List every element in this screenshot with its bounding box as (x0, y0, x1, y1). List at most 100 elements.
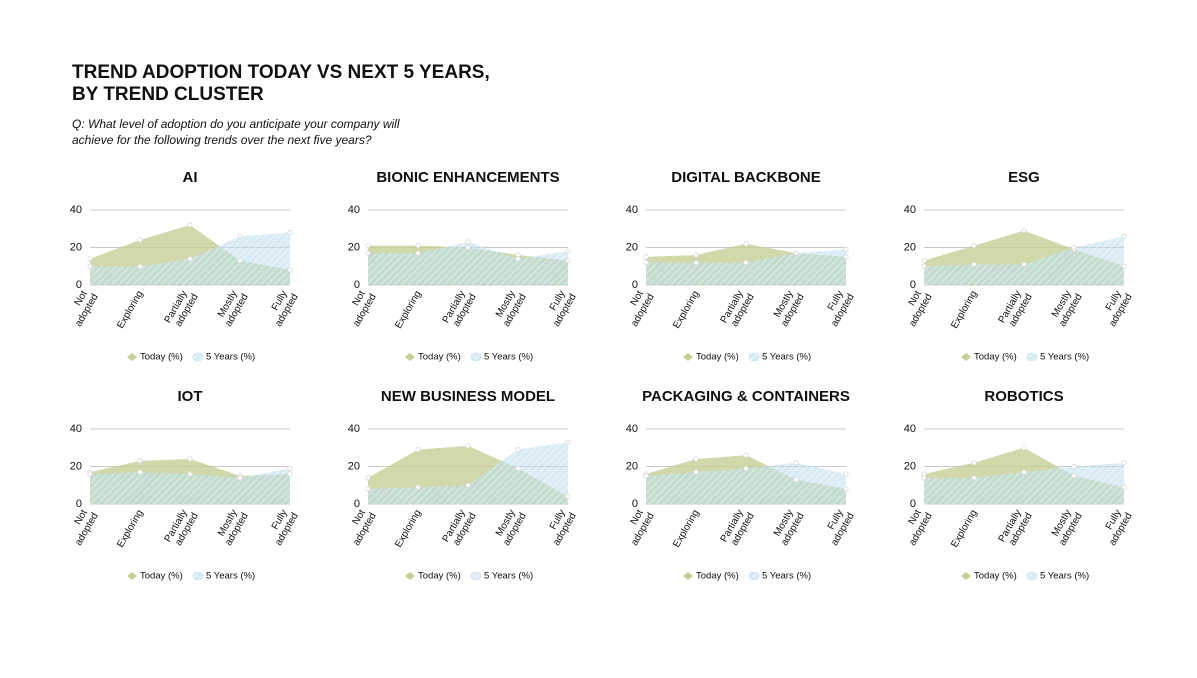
point (693, 456, 699, 462)
point (287, 267, 293, 273)
y-tick-label: 0 (632, 498, 638, 510)
x-tick-label: Partially adopted (719, 287, 757, 331)
point (87, 263, 93, 269)
point (1121, 484, 1127, 490)
question: Q: What level of adoption do you anticip… (72, 117, 400, 131)
point (843, 254, 849, 260)
point (743, 241, 749, 247)
y-tick-label: 40 (626, 423, 638, 435)
x-tick-label: Mostly adopted (492, 287, 529, 329)
point (693, 252, 699, 258)
point (87, 471, 93, 477)
y-tick-label: 40 (70, 204, 82, 216)
legend-marker (683, 353, 693, 361)
x-tick-label: Fully adopted (1098, 506, 1135, 548)
x-tick-label: Partially adopted (163, 506, 201, 550)
point (187, 256, 193, 262)
point (187, 471, 193, 477)
point (515, 465, 521, 471)
point (1121, 233, 1127, 239)
x-tick-label: Fully adopted (264, 506, 301, 548)
legend-marker (127, 572, 137, 580)
y-tick-label: 20 (626, 241, 638, 253)
legend-label: 5 Years (%) (1040, 352, 1089, 363)
x-tick-label: Not adopted (898, 506, 935, 548)
point (843, 486, 849, 492)
legend-marker (470, 571, 482, 581)
y-tick-label: 20 (348, 460, 360, 472)
point (565, 493, 571, 500)
legend-marker (470, 352, 482, 362)
x-tick-label: Partially adopted (997, 506, 1035, 550)
legend-marker (192, 352, 204, 362)
y-tick-label: 40 (348, 204, 360, 216)
legend-marker (748, 352, 760, 362)
point (465, 239, 471, 245)
y-tick-label: 0 (632, 279, 638, 291)
area (924, 462, 1124, 504)
x-tick-label: Not adopted (620, 506, 657, 548)
question: achieve for the following trends over th… (72, 133, 372, 147)
y-tick-label: 0 (76, 279, 82, 291)
x-tick-label: Not adopted (898, 287, 935, 329)
y-tick-label: 40 (904, 204, 916, 216)
x-tick-label: Exploring (115, 508, 145, 550)
x-tick-label: Fully adopted (1098, 287, 1135, 329)
x-tick-label: Exploring (671, 289, 701, 331)
point (1071, 473, 1077, 479)
y-tick-label: 40 (904, 423, 916, 435)
x-tick-label: Exploring (115, 289, 145, 331)
page-title: TREND ADOPTION TODAY VS NEXT 5 YEARS, (72, 62, 490, 83)
y-tick-label: 20 (70, 460, 82, 472)
point (465, 244, 471, 251)
x-tick-label: Fully adopted (542, 506, 579, 548)
point (793, 477, 799, 483)
point (1071, 463, 1077, 470)
point (743, 452, 749, 458)
point (693, 259, 699, 266)
y-tick-label: 20 (904, 460, 916, 472)
legend-marker (748, 571, 760, 581)
x-tick-label: Fully adopted (820, 506, 857, 548)
legend-label: 5 Years (%) (484, 352, 533, 363)
legend-label: 5 Years (%) (206, 352, 255, 363)
point (971, 475, 977, 481)
point (1021, 228, 1027, 234)
chart-title: BIONIC ENHANCEMENTS (376, 169, 559, 186)
legend-label: Today (%) (974, 571, 1017, 582)
point (415, 447, 421, 453)
x-tick-label: Fully adopted (820, 287, 857, 329)
y-tick-label: 40 (70, 423, 82, 435)
point (743, 465, 749, 471)
point (743, 259, 749, 266)
point (1021, 261, 1027, 267)
point (515, 256, 521, 262)
point (565, 439, 571, 445)
area (90, 468, 290, 504)
point (643, 473, 649, 479)
point (565, 258, 571, 264)
legend-label: 5 Years (%) (762, 352, 811, 363)
point (137, 458, 143, 464)
point (287, 471, 293, 477)
x-tick-label: Exploring (949, 289, 979, 331)
y-tick-label: 0 (910, 498, 916, 510)
legend-label: 5 Years (%) (1040, 571, 1089, 582)
point (643, 254, 649, 260)
legend-marker (961, 572, 971, 580)
page-title: BY TREND CLUSTER (72, 84, 264, 105)
y-tick-label: 20 (904, 241, 916, 253)
x-tick-label: Not adopted (342, 506, 379, 548)
point (187, 222, 193, 228)
x-tick-label: Partially adopted (163, 287, 201, 331)
x-tick-label: Mostly adopted (1048, 287, 1085, 329)
y-tick-label: 0 (354, 279, 360, 291)
x-tick-label: Exploring (393, 289, 423, 331)
chart-title: NEW BUSINESS MODEL (381, 388, 555, 405)
point (921, 258, 927, 264)
legend-label: Today (%) (696, 571, 739, 582)
point (365, 250, 371, 256)
x-tick-label: Mostly adopted (214, 287, 251, 329)
point (643, 259, 649, 266)
point (237, 233, 243, 239)
